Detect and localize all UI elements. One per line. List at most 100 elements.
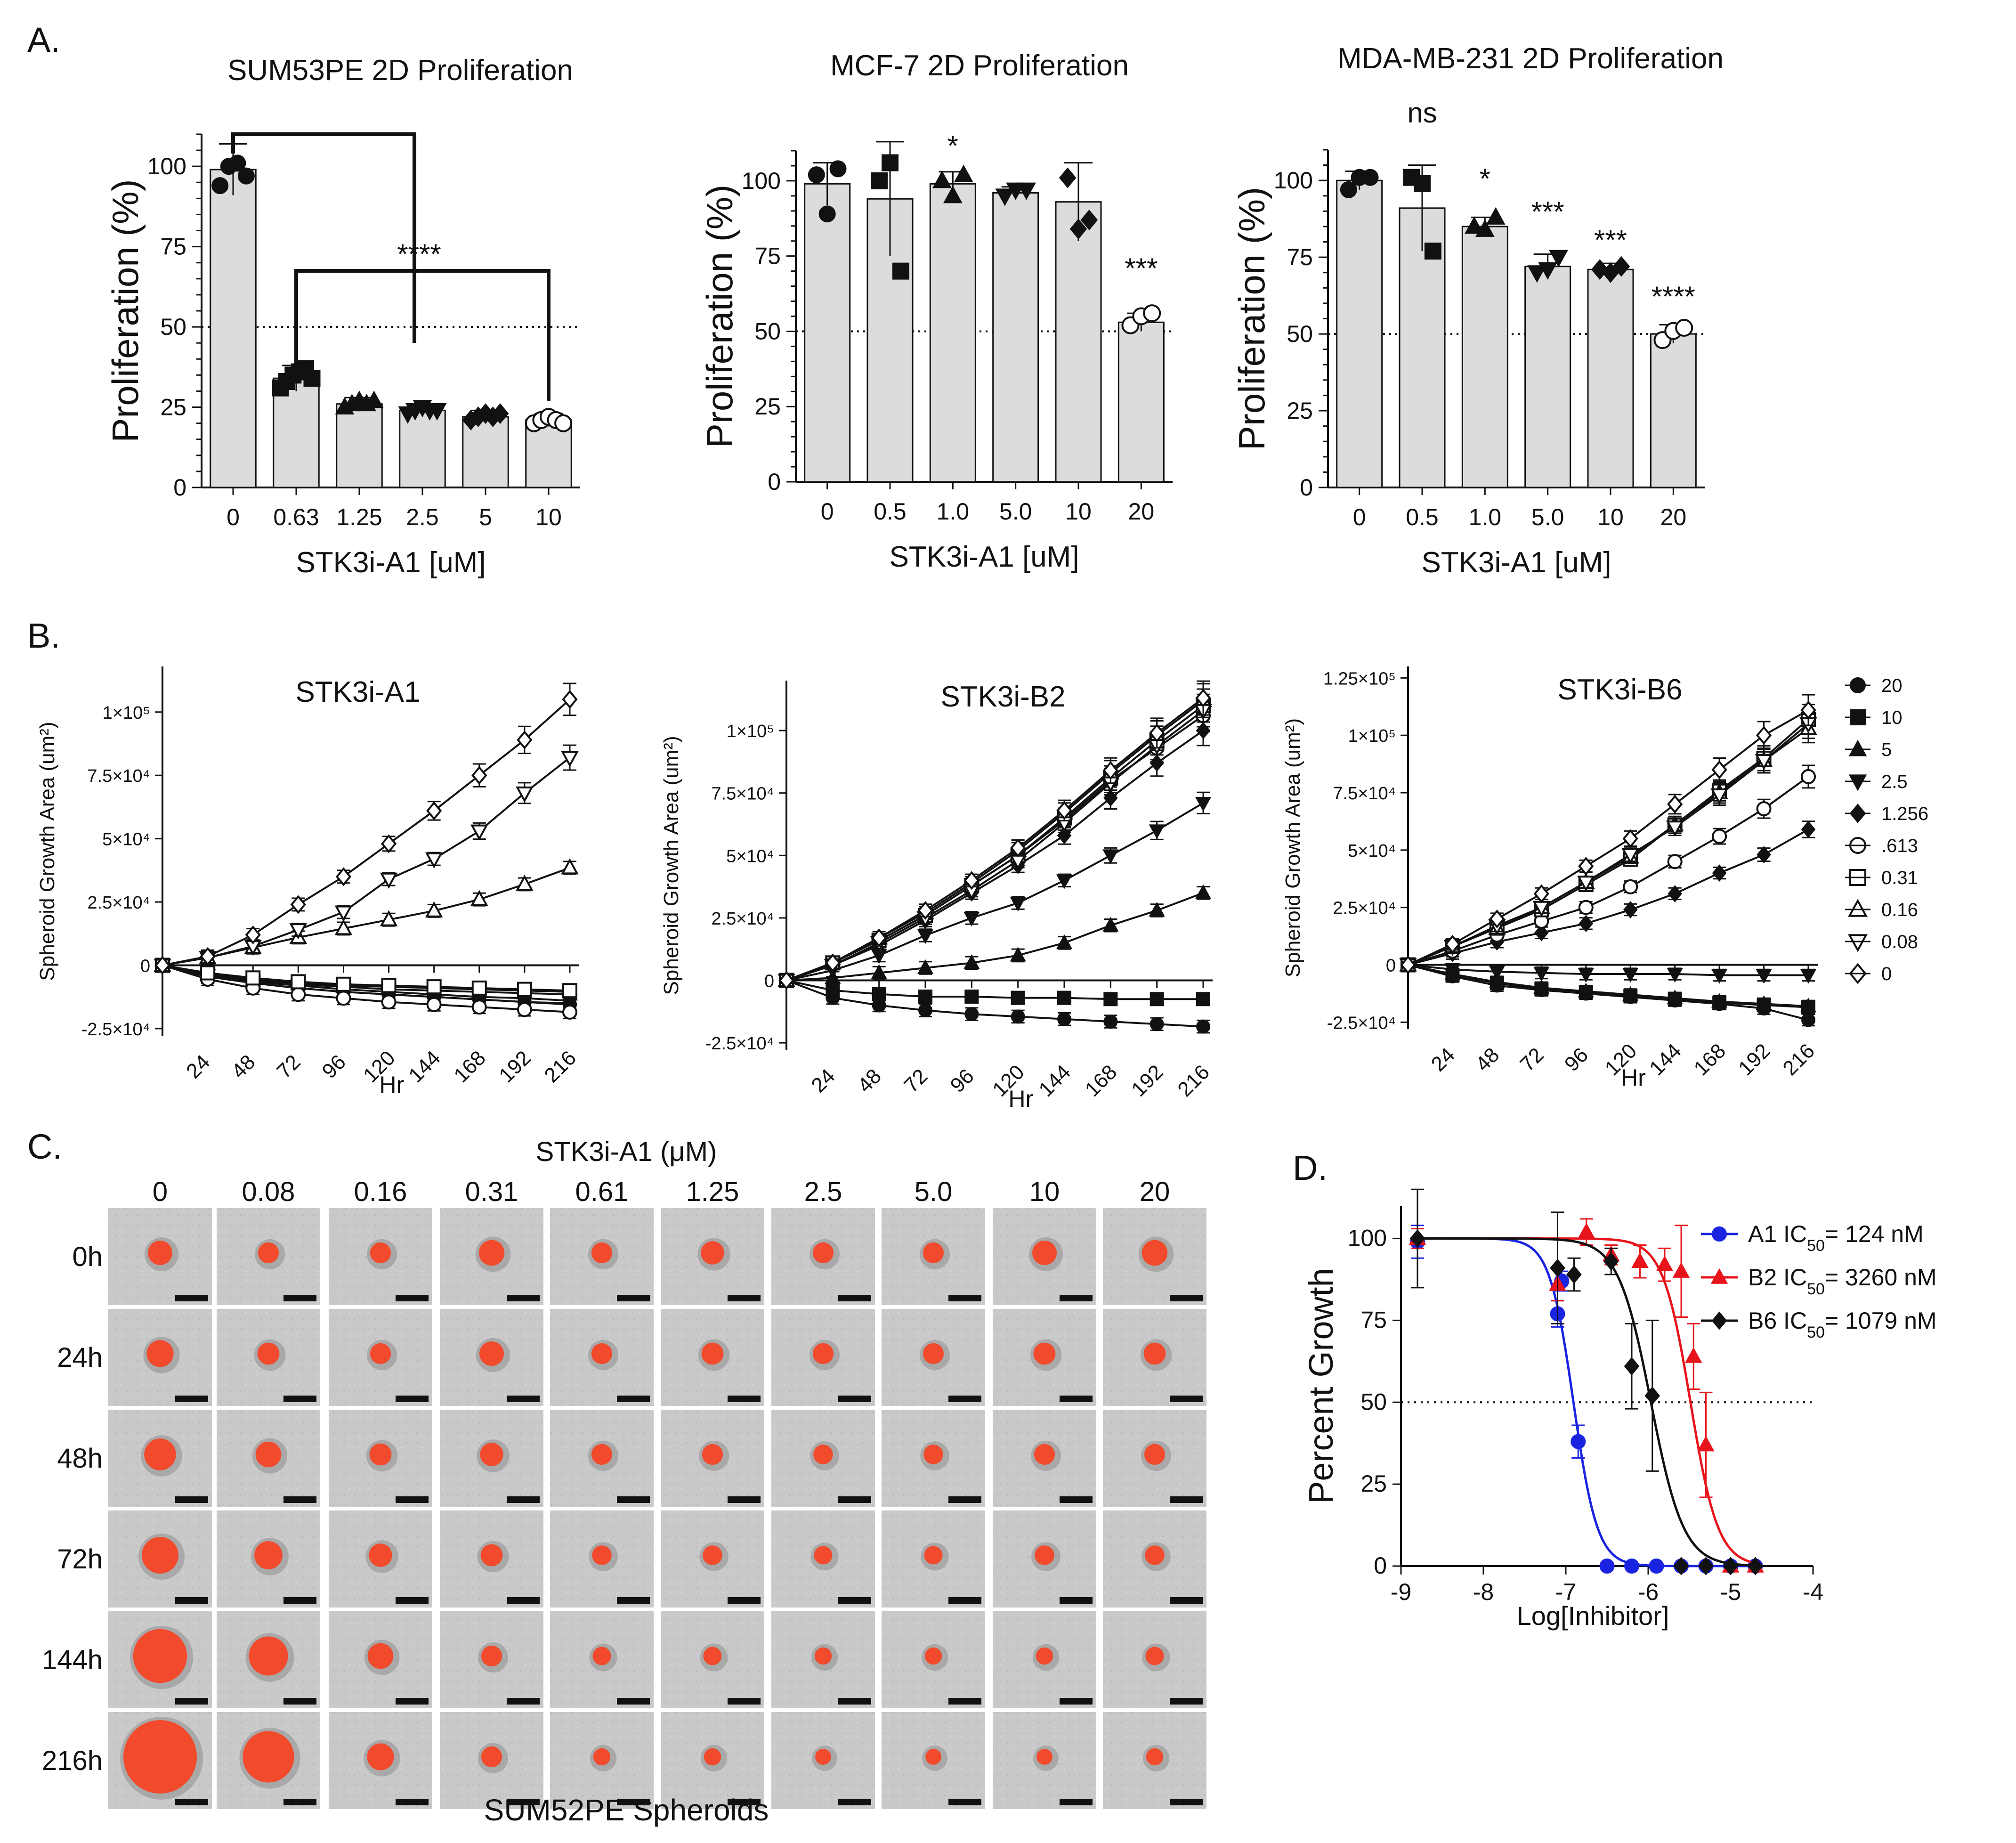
spheroid <box>481 1645 502 1667</box>
bar-chart-mda-mb-231: MDA-MB-231 2D Proliferation0255075100Pro… <box>1231 42 1724 579</box>
data-point <box>1143 304 1161 323</box>
timestamp-bar <box>838 1396 871 1402</box>
data-point <box>1069 219 1087 240</box>
data-point <box>516 875 534 891</box>
y-tick-label: 75 <box>754 243 781 269</box>
significance-label: *** <box>1125 252 1158 284</box>
significance-label: **** <box>397 238 441 270</box>
concentration-label: 5.0 <box>915 1177 953 1207</box>
spheroid <box>925 1749 941 1765</box>
spheroid <box>924 1546 943 1565</box>
data-point <box>1622 829 1638 848</box>
data-point <box>963 954 980 969</box>
data-point <box>1538 262 1558 280</box>
spheroid <box>369 1443 392 1466</box>
data-point <box>778 971 794 990</box>
series-line-0 <box>1408 709 1809 966</box>
data-point <box>1757 846 1771 863</box>
data-point <box>381 834 397 853</box>
data-point <box>1711 760 1727 779</box>
x-tick-label: 144 <box>404 1046 445 1087</box>
spheroid <box>592 1545 612 1565</box>
x-tick-label: 5.0 <box>1531 504 1564 530</box>
spheroid <box>258 1242 279 1264</box>
series-line-.613 <box>162 964 570 1013</box>
y-tick-label: 75 <box>1360 1307 1387 1333</box>
data-point <box>336 976 351 992</box>
data-point <box>1011 1009 1025 1024</box>
y-tick-label: 1×10⁵ <box>1348 726 1396 746</box>
bar-chart-sum53pe: SUM53PE 2D Proliferation0255075100Prolif… <box>105 54 580 579</box>
y-tick-label: 0 <box>1374 1552 1387 1579</box>
chart-title: MCF-7 2D Proliferation <box>830 49 1129 82</box>
y-tick-label: 25 <box>160 394 186 421</box>
data-point-B6 <box>1624 1357 1640 1376</box>
timestamp-bar <box>396 1396 429 1402</box>
series-line-1.256 <box>162 964 570 1005</box>
data-point <box>872 987 886 1001</box>
y-tick-label: -2.5×10⁴ <box>81 1020 150 1039</box>
data-point-B2 <box>1631 1252 1649 1268</box>
series-line-2.5 <box>1408 964 1808 976</box>
timestamp-bar <box>175 1396 208 1402</box>
timestamp-bar <box>838 1698 871 1705</box>
data-point <box>1010 947 1026 962</box>
spheroid <box>812 1343 834 1364</box>
series-line-5 <box>1408 964 1809 1007</box>
data-point <box>1756 969 1772 984</box>
x-tick-label: 168 <box>1690 1039 1731 1080</box>
y-tick-label: -2.5×10⁴ <box>705 1034 774 1054</box>
timestamp-bar <box>617 1698 650 1705</box>
timepoint-label: 0h <box>72 1242 103 1272</box>
timestamp-bar <box>948 1295 981 1301</box>
spheroid <box>1032 1241 1057 1265</box>
data-point <box>561 858 579 875</box>
legend-label: B2 IC50= 3260 nM <box>1748 1264 1937 1298</box>
data-point <box>1533 884 1549 903</box>
x-axis-label: Hr <box>1621 1064 1646 1091</box>
data-point <box>425 852 443 869</box>
spheroid <box>924 1647 942 1665</box>
bar <box>336 403 383 488</box>
data-point <box>1612 256 1630 277</box>
data-point-A1 <box>1649 1559 1664 1574</box>
y-tick-label: 0 <box>1386 956 1396 976</box>
x-tick-label: 0 <box>821 498 834 525</box>
bar <box>1055 201 1102 483</box>
legend-label: 0.08 <box>1881 932 1918 952</box>
concentration-label: 0.61 <box>575 1177 629 1207</box>
data-point <box>1150 992 1164 1007</box>
series-line-0 <box>786 697 1204 982</box>
timestamp-bar <box>1170 1396 1203 1402</box>
y-tick-label: 50 <box>1287 321 1313 347</box>
data-point <box>1667 795 1683 814</box>
spheroid <box>370 1343 391 1364</box>
spheroid <box>481 1746 502 1768</box>
data-point <box>1103 992 1118 1007</box>
spheroid <box>142 1537 178 1574</box>
timestamp-bar <box>175 1799 208 1805</box>
x-axis-label: Hr <box>379 1072 404 1098</box>
x-tick-label: 72 <box>1515 1043 1548 1076</box>
data-point <box>918 989 932 1004</box>
data-point <box>1533 979 1550 994</box>
y-axis-label: Proliferation (%) <box>1231 187 1272 450</box>
data-point-B6 <box>1644 1386 1660 1405</box>
series-line-10 <box>162 964 570 993</box>
legend-label: B6 IC50= 1079 nM <box>1748 1307 1937 1341</box>
data-point <box>1756 801 1772 817</box>
data-point <box>1621 848 1640 864</box>
data-point <box>1340 181 1357 198</box>
y-tick-label: 25 <box>1287 398 1313 424</box>
chart-title: STK3i-B2 <box>940 681 1065 713</box>
timestamp-bar <box>175 1698 208 1705</box>
timestamp-bar <box>838 1799 871 1805</box>
spheroid <box>479 1341 504 1366</box>
data-point <box>381 978 397 993</box>
data-point <box>1666 820 1684 837</box>
significance-label: *** <box>1531 196 1564 227</box>
spheroid <box>123 1720 197 1794</box>
data-point <box>918 1003 932 1018</box>
spheroid <box>370 1242 391 1264</box>
